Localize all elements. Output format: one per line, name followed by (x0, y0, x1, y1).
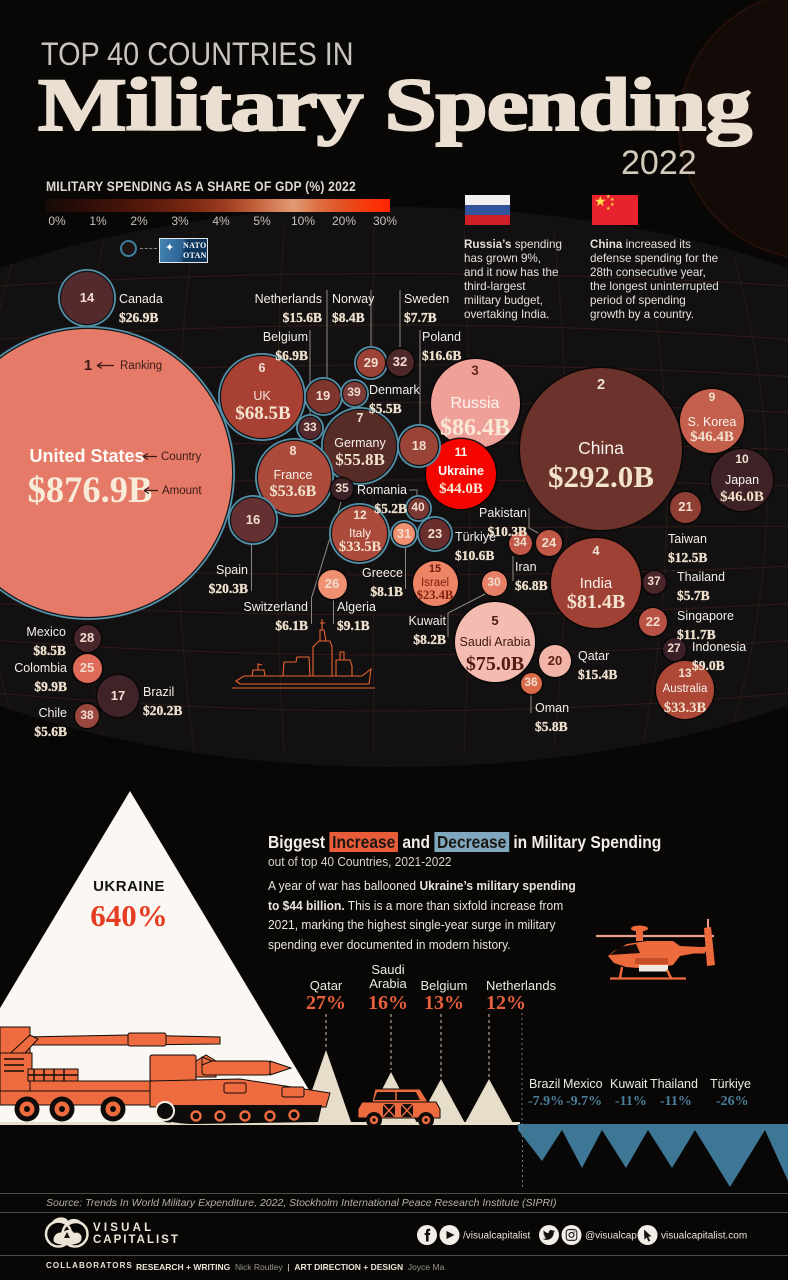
svg-text:visualcapitalist.com: visualcapitalist.com (661, 1231, 747, 1242)
svg-text:/visualcapitalist: /visualcapitalist (463, 1231, 530, 1242)
svg-text:@visualcap: @visualcap (585, 1231, 637, 1242)
